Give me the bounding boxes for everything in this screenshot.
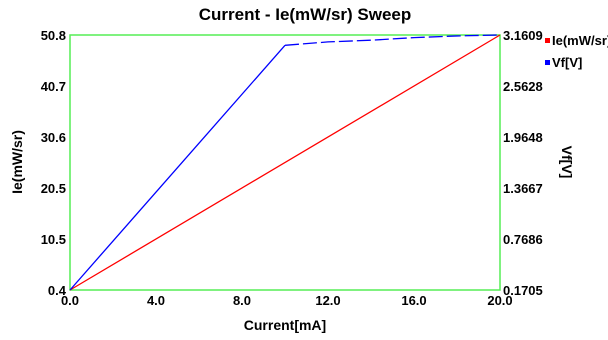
y-right-axis-label: Vf[V]	[559, 146, 575, 179]
y-right-tick-label: 0.1705	[503, 283, 543, 298]
legend-marker	[545, 60, 550, 65]
chart-title: Current - Ie(mW/sr) Sweep	[199, 5, 412, 24]
y-left-axis-label: Ie(mW/sr)	[9, 130, 25, 194]
y-left-tick-label: 50.8	[41, 28, 66, 43]
legend-label: Ie(mW/sr)	[552, 33, 608, 48]
series-line-vf-v-dashed	[284, 34, 501, 46]
x-axis-label: Current[mA]	[244, 317, 326, 333]
plot-frame	[69, 34, 501, 291]
x-tick-label: 4.0	[147, 293, 165, 308]
y-left-tick-label: 0.4	[48, 283, 67, 298]
y-left-tick-label: 30.6	[41, 130, 66, 145]
x-tick-label: 0.0	[61, 293, 79, 308]
y-left-axis-ticks: 0.4 10.5 20.5 30.6 40.7 50.8	[41, 28, 67, 298]
x-tick-label: 20.0	[487, 293, 512, 308]
y-left-tick-label: 20.5	[41, 181, 66, 196]
x-tick-label: 8.0	[233, 293, 251, 308]
x-axis-ticks: 0.0 4.0 8.0 12.0 16.0 20.0	[61, 293, 513, 308]
y-left-tick-label: 10.5	[41, 232, 66, 247]
series-layer	[69, 34, 501, 291]
legend-marker	[545, 38, 550, 43]
x-tick-label: 16.0	[401, 293, 426, 308]
series-line-vf-v	[69, 44, 286, 291]
y-right-tick-label: 0.7686	[503, 232, 543, 247]
legend-label: Vf[V]	[552, 55, 582, 70]
legend: Ie(mW/sr) Vf[V]	[545, 33, 608, 70]
y-left-tick-label: 40.7	[41, 79, 66, 94]
y-right-axis-ticks: 0.1705 0.7686 1.3667 1.9648 2.5628 3.1609	[503, 28, 543, 298]
y-right-tick-label: 1.9648	[503, 130, 543, 145]
y-right-tick-label: 3.1609	[503, 28, 543, 43]
y-right-tick-label: 1.3667	[503, 181, 543, 196]
x-tick-label: 12.0	[315, 293, 340, 308]
series-line-ie-mw-sr	[69, 34, 501, 291]
y-right-tick-label: 2.5628	[503, 79, 543, 94]
